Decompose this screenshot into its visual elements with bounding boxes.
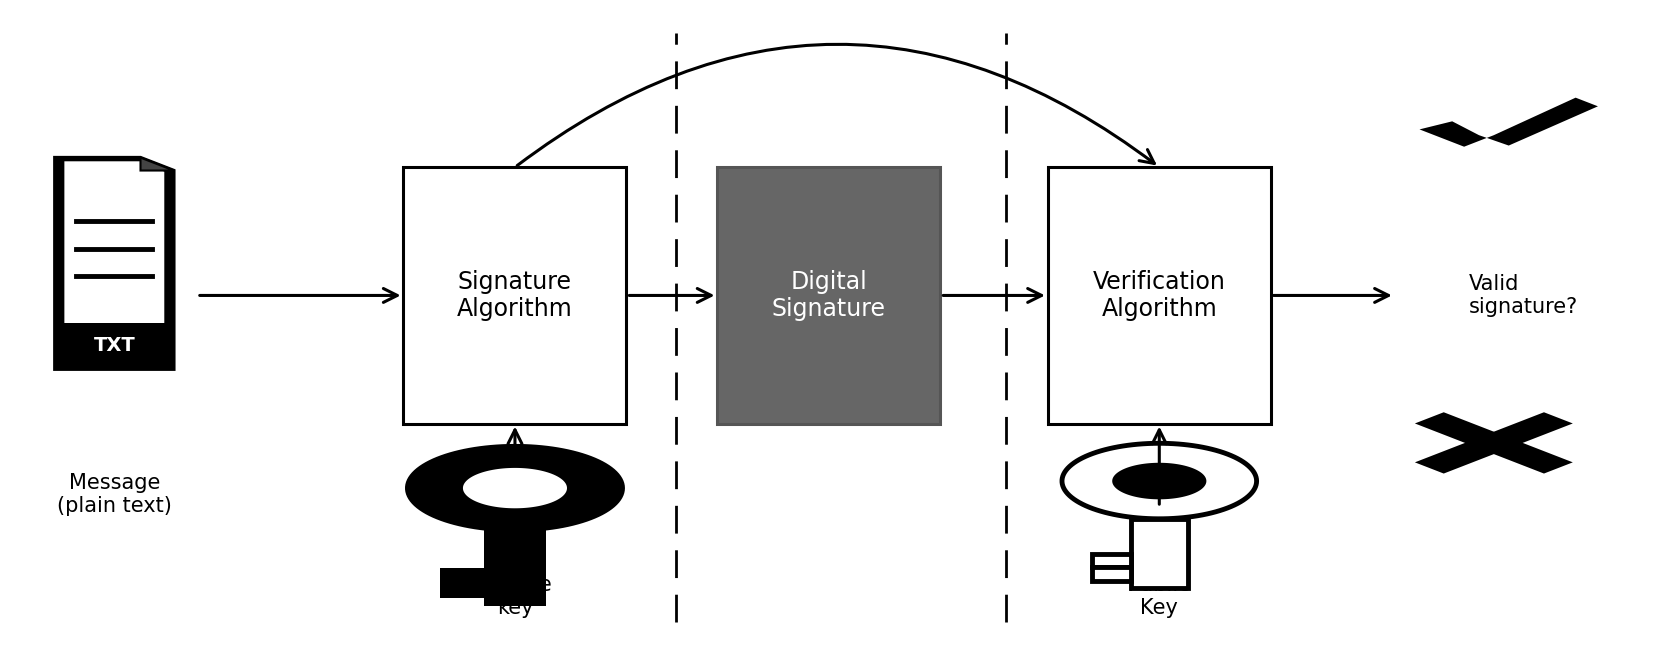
Polygon shape xyxy=(1414,412,1573,474)
Polygon shape xyxy=(463,468,566,508)
Polygon shape xyxy=(1419,98,1598,147)
Polygon shape xyxy=(55,158,173,369)
Polygon shape xyxy=(408,446,623,530)
Text: Public
Key: Public Key xyxy=(1128,575,1190,618)
FancyBboxPatch shape xyxy=(403,167,626,424)
Polygon shape xyxy=(65,161,165,365)
Polygon shape xyxy=(1091,567,1131,581)
Polygon shape xyxy=(483,530,546,606)
Text: Signature
Algorithm: Signature Algorithm xyxy=(456,270,573,322)
Text: Digital
Signature: Digital Signature xyxy=(771,270,886,322)
Polygon shape xyxy=(1113,463,1206,499)
Text: TXT: TXT xyxy=(93,337,135,356)
Polygon shape xyxy=(140,158,173,170)
Polygon shape xyxy=(1414,412,1573,474)
FancyBboxPatch shape xyxy=(55,323,173,369)
Text: Message
(plain text): Message (plain text) xyxy=(57,473,172,515)
Text: Private
key: Private key xyxy=(478,575,551,618)
Polygon shape xyxy=(440,584,483,598)
Polygon shape xyxy=(1131,519,1188,588)
Text: Valid
signature?: Valid signature? xyxy=(1469,274,1578,317)
Polygon shape xyxy=(1061,443,1256,519)
FancyBboxPatch shape xyxy=(718,167,940,424)
FancyBboxPatch shape xyxy=(1048,167,1271,424)
Text: Verification
Algorithm: Verification Algorithm xyxy=(1093,270,1226,322)
Polygon shape xyxy=(1091,553,1131,567)
Polygon shape xyxy=(440,569,483,583)
